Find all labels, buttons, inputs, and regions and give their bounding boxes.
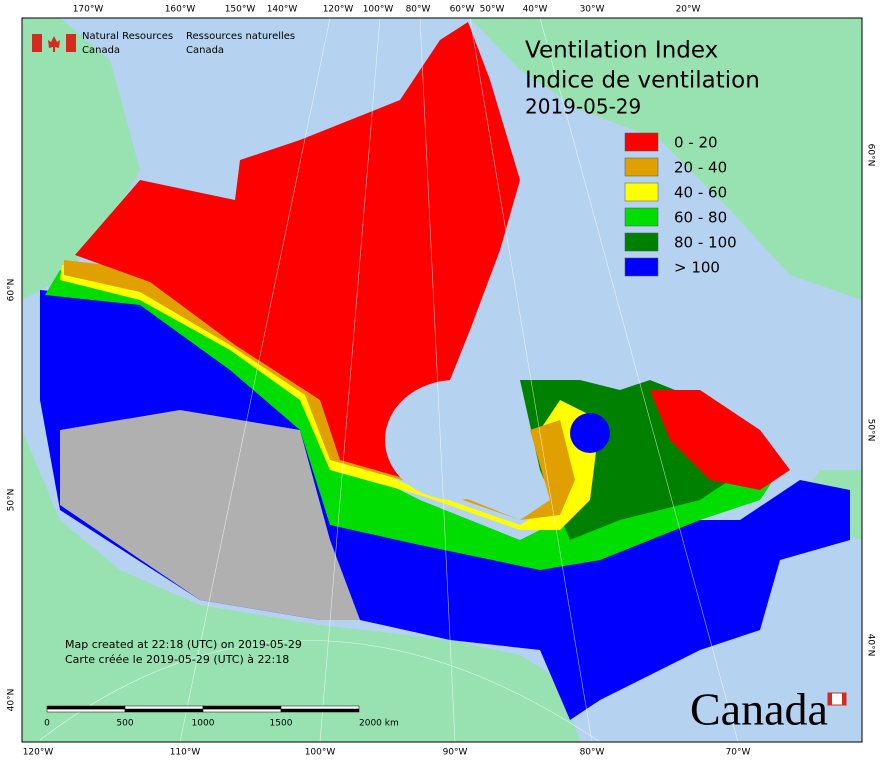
wordmark-flag-bar — [842, 693, 846, 705]
scale-segment — [124, 708, 204, 713]
scale-label: 0 — [44, 719, 50, 729]
longitude-label: 20°W — [676, 5, 701, 15]
region-over-100 — [40, 290, 850, 720]
region-0-20 — [75, 22, 520, 480]
wordmark-flag-bar — [828, 693, 832, 705]
longitude-label: 100°W — [363, 5, 394, 15]
legend-label: 60 - 80 — [674, 209, 727, 227]
logo — [32, 34, 76, 52]
scale-segment — [280, 708, 360, 713]
region-0-20-labrador — [650, 390, 790, 490]
legend-label: > 100 — [674, 259, 720, 277]
map-frame — [21, 17, 863, 743]
legend-label: 20 - 40 — [674, 159, 727, 177]
legend-label: 0 - 20 — [674, 134, 718, 152]
region-no-data — [60, 410, 360, 620]
longitude-label: 70°W — [726, 748, 751, 758]
legend-label: 80 - 100 — [674, 234, 737, 252]
latitude-label: 40°N — [7, 689, 17, 712]
flag-bar — [32, 34, 42, 52]
united-states — [22, 430, 580, 742]
region-40-60 — [60, 265, 600, 530]
longitude-label: 60°W — [450, 5, 475, 15]
title: Indice de ventilation — [525, 68, 760, 94]
greenland — [470, 18, 862, 300]
scale-segment — [46, 708, 126, 713]
legend-swatch — [624, 157, 659, 177]
longitude-label: 30°W — [580, 5, 605, 15]
longitude-label: 40°W — [523, 5, 548, 15]
legend-swatch — [624, 257, 659, 277]
scale-segment — [202, 705, 282, 710]
longitude-label: 50°W — [480, 5, 505, 15]
longitude-label: 90°W — [443, 748, 468, 758]
alaska — [22, 18, 140, 300]
scale-label: 1000 — [192, 719, 215, 729]
scale-segment — [280, 705, 360, 710]
footer-text: Carte créée le 2019-05-29 (UTC) à 22:18 — [65, 653, 289, 666]
header-text: Canada — [82, 45, 120, 56]
latitude-label: 50°N — [7, 489, 17, 512]
longitude-label: 120°W — [323, 5, 354, 15]
maple-leaf — [48, 36, 60, 52]
wordmark: Canada — [690, 684, 847, 735]
hudson-bay — [385, 380, 525, 500]
graticule-lines — [39, 17, 739, 743]
map-area — [21, 17, 863, 743]
longitude-label: 110°W — [170, 748, 201, 758]
header-text: Canada — [186, 45, 224, 56]
latitude-label: 40°N — [866, 634, 876, 657]
legend: 0 - 20 20 - 40 40 - 60 60 - 80 80 - 100 > 100 — [624, 132, 737, 277]
scale-label: 500 — [116, 719, 133, 729]
longitude-label: 120°W — [23, 748, 54, 758]
latitude-label: 50°N — [866, 419, 876, 442]
header-text: Ressources naturelles — [186, 31, 295, 42]
longitude-label: 170°W — [73, 5, 104, 15]
legend-swatch — [624, 132, 659, 152]
scale-segment — [124, 705, 204, 710]
longitude-label: 150°W — [225, 5, 256, 15]
title: Ventilation Index — [525, 38, 718, 64]
graticule-labels: 170°W 160°W 150°W 140°W 120°W 100°W 80°W 60°W 50… — [7, 5, 876, 758]
latitude-label: 60°N — [7, 279, 17, 302]
wordmark-text: Canada — [690, 684, 828, 735]
legend-label: 40 - 60 — [674, 184, 727, 202]
longitude-label: 100°W — [305, 748, 336, 758]
longitude-label: 80°W — [406, 5, 431, 15]
scale-label: 2000 km — [359, 719, 399, 729]
legend-swatch — [624, 207, 659, 227]
header-text: Natural Resources — [82, 31, 173, 42]
longitude-label: 140°W — [267, 5, 298, 15]
latitude-label: 60°N — [866, 144, 876, 167]
region-20-40 — [64, 260, 575, 520]
date: 2019-05-29 — [525, 95, 641, 119]
longitude-label: 80°W — [580, 748, 605, 758]
longitude-label: 160°W — [165, 5, 196, 15]
legend-swatch — [624, 232, 659, 252]
scale-segment — [202, 708, 282, 713]
region-over-100-quebec — [570, 413, 610, 453]
legend-swatch — [624, 182, 659, 202]
scale-label: 1500 — [270, 719, 293, 729]
footer-text: Map created at 22:18 (UTC) on 2019-05-29 — [65, 638, 302, 651]
graticule — [39, 17, 739, 743]
scale-bar: 0 500 1000 1500 2000 km — [44, 705, 399, 729]
scale-segment — [46, 705, 126, 710]
flag-bar — [66, 34, 76, 52]
